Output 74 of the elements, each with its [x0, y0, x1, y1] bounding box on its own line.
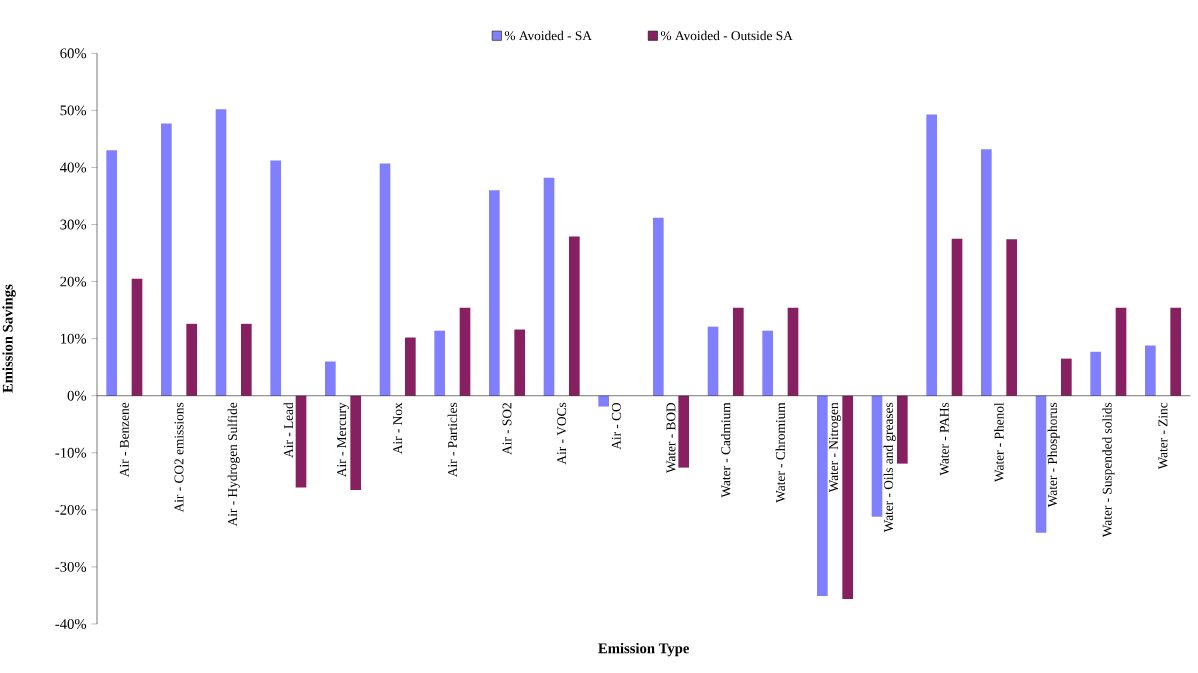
- bar: [350, 395, 362, 490]
- x-tick-label: Air - Nox: [393, 402, 403, 455]
- bar: [787, 307, 799, 396]
- bar: [733, 307, 744, 396]
- y-tick-label: -20%: [55, 504, 87, 515]
- bar: [1006, 239, 1017, 396]
- x-tick-label: Air - Hydrogen Sulfide: [227, 402, 240, 527]
- bar: [762, 330, 774, 396]
- bar: [295, 395, 307, 488]
- x-tick-label: Water - Oils and greases: [883, 402, 896, 533]
- y-tick-label: 60%: [60, 48, 87, 59]
- x-tick-label: Air - Mercury: [337, 402, 349, 478]
- y-tick-label: 40%: [60, 162, 87, 173]
- legend-label: % Avoided - Outside SA: [660, 30, 793, 41]
- bar: [106, 150, 118, 396]
- bar: [981, 149, 992, 396]
- bar: [842, 395, 854, 599]
- x-tick-label: Water - PAHs: [939, 402, 949, 476]
- bar: [489, 190, 500, 396]
- bar: [1115, 307, 1127, 396]
- bar: [1035, 395, 1047, 533]
- y-tick-label: -10%: [55, 447, 87, 458]
- bar: [186, 323, 198, 396]
- x-axis-title: Emission Type: [598, 642, 689, 657]
- x-tick-label: Air - Benzene: [119, 402, 129, 477]
- bar: [817, 395, 828, 597]
- x-tick-label: Water - Phosphorus: [1047, 402, 1060, 508]
- x-tick-label: Air - Lead: [283, 402, 294, 458]
- bar: [897, 395, 908, 464]
- y-tick-label: 30%: [60, 219, 87, 230]
- y-axis-title: Emission Savings: [2, 284, 16, 393]
- x-tick-label: Air - CO2 emissions: [174, 402, 184, 513]
- bar: [325, 361, 336, 396]
- bar: [951, 238, 963, 396]
- x-tick-label: Water - Suspended solids: [1102, 402, 1115, 538]
- x-tick-label: Air - CO: [611, 402, 621, 450]
- bar: [926, 114, 938, 396]
- bar: [270, 160, 282, 396]
- x-tick-label: Water - Zinc: [1158, 402, 1168, 470]
- bar: [215, 109, 227, 396]
- bar: [871, 395, 883, 517]
- y-tick-label: 50%: [60, 105, 87, 116]
- legend-label: % Avoided - SA: [504, 30, 592, 41]
- bar: [459, 307, 471, 396]
- bar: [131, 278, 143, 396]
- bar: [405, 337, 416, 396]
- bar: [1145, 345, 1156, 396]
- bar: [434, 330, 446, 396]
- bar: [653, 217, 664, 396]
- x-tick-label: Water - Chromium: [775, 402, 786, 503]
- y-tick-label: -30%: [55, 561, 87, 572]
- bar: [514, 329, 526, 396]
- x-tick-label: Water - BOD: [666, 402, 676, 474]
- bar: [161, 123, 172, 396]
- bar: [379, 163, 391, 396]
- y-tick-label: 10%: [61, 333, 87, 344]
- bar: [707, 326, 719, 396]
- bar: [1170, 307, 1181, 396]
- bar: [569, 236, 580, 396]
- bar: [1090, 351, 1101, 396]
- bar: [241, 323, 252, 396]
- bar: [1061, 358, 1072, 396]
- bar: [678, 395, 690, 468]
- y-tick-label: -40%: [55, 619, 87, 629]
- y-tick-label: 0%: [67, 390, 87, 401]
- x-tick-label: Air - VOCs: [557, 402, 567, 465]
- x-tick-label: Air - SO2: [502, 403, 512, 455]
- bar: [543, 177, 555, 396]
- x-tick-label: Air - Particles: [447, 402, 458, 478]
- y-tick-label: 20%: [60, 276, 87, 287]
- x-tick-label: Water - Cadmium: [720, 402, 731, 498]
- x-tick-label: Water - Nitrogen: [829, 402, 841, 493]
- x-tick-label: Water - Phenol: [994, 402, 1004, 482]
- bar: [598, 395, 610, 407]
